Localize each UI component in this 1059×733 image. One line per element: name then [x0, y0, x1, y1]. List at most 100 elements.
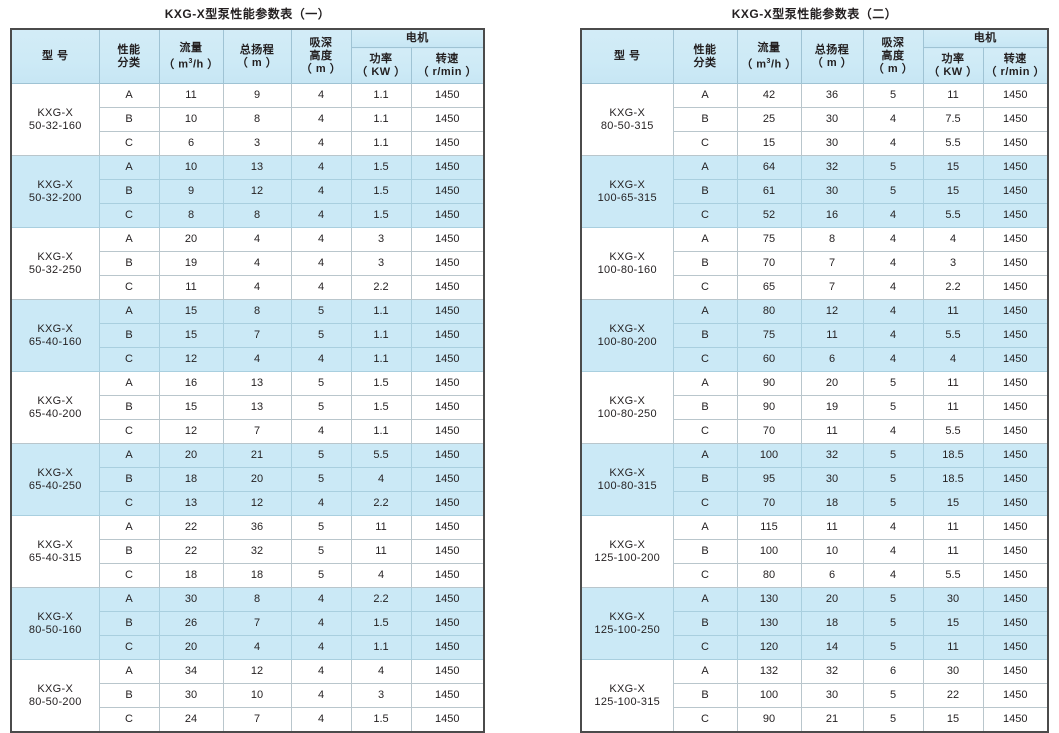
cell-total-head: 9	[222, 83, 292, 108]
cell-total-head: 18	[800, 491, 864, 516]
cell-flow: 18	[158, 563, 224, 588]
cell-total-head: 4	[222, 275, 292, 300]
cell-flow: 130	[736, 587, 802, 612]
flow-unit-exponent: 3	[766, 57, 771, 65]
cell-suction-height: 5	[862, 179, 924, 204]
cell-performance-class: C	[98, 707, 160, 733]
cell-motor-power: 15	[922, 155, 984, 180]
table-row: B 10 8 4 1.1 1450	[11, 107, 485, 132]
model-line2: 125-100-250	[594, 623, 661, 636]
table-title: KXG-X型泵性能参数表（一）	[164, 7, 331, 21]
cell-motor-power: 1.5	[350, 611, 412, 636]
col-header-performance-class: 性能 分类	[98, 28, 160, 84]
table-header: 型 号性能 分类 流量（ m3/h ）总扬程（ m ）吸深 高度（ m ）电机 功率（ …	[10, 28, 485, 84]
cell-flow: 120	[736, 635, 802, 660]
cell-motor-speed: 1450	[410, 611, 485, 636]
cell-motor-speed: 1450	[410, 275, 485, 300]
cell-performance-class: B	[98, 611, 160, 636]
cell-motor-power: 4	[350, 563, 412, 588]
cell-total-head: 4	[222, 227, 292, 252]
cell-suction-height: 5	[290, 395, 352, 420]
header-row-sub: 功率（ KW ）转速（ r/min ）	[581, 47, 1049, 84]
cell-model: KXG-X 80-50-160	[10, 587, 100, 660]
cell-flow: 22	[158, 539, 224, 564]
cell-total-head: 30	[800, 131, 864, 156]
cell-suction-height: 5	[290, 323, 352, 348]
cell-flow: 34	[158, 659, 224, 684]
cell-performance-class: A	[672, 443, 738, 468]
cell-motor-power: 30	[922, 659, 984, 684]
cell-suction-height: 5	[290, 467, 352, 492]
cell-suction-height: 4	[862, 203, 924, 228]
cell-flow: 90	[736, 707, 802, 733]
cell-performance-class: A	[98, 155, 160, 180]
cell-motor-speed: 1450	[410, 251, 485, 276]
cell-motor-power: 15	[922, 179, 984, 204]
cell-performance-class: B	[98, 107, 160, 132]
cell-motor-speed: 1450	[982, 659, 1049, 684]
cell-suction-height: 5	[290, 515, 352, 540]
cell-motor-speed: 1450	[982, 323, 1049, 348]
cell-model: KXG-X 65-40-315	[10, 515, 100, 588]
cell-motor-speed: 1450	[410, 659, 485, 684]
cell-motor-power: 4	[350, 467, 412, 492]
cell-motor-power: 15	[922, 707, 984, 733]
cell-total-head: 4	[222, 347, 292, 372]
cell-model: KXG-X 65-40-160	[10, 299, 100, 372]
cell-performance-class: C	[672, 707, 738, 733]
cell-motor-power: 2.2	[350, 275, 412, 300]
cell-model: KXG-X 100-80-250	[580, 371, 674, 444]
col-header-total-head: 总扬程（ m ）	[222, 28, 292, 84]
cell-performance-class: B	[672, 395, 738, 420]
cell-motor-power: 11	[922, 635, 984, 660]
cell-model: KXG-X 125-100-200	[580, 515, 674, 588]
table-row: KXG-X 100-80-315 A 100 32 5 18.5 1450	[580, 443, 1049, 516]
cell-motor-speed: 1450	[410, 443, 485, 468]
cell-suction-height: 4	[862, 515, 924, 540]
cell-motor-power: 11	[350, 539, 412, 564]
table-row: C 8 8 4 1.5 1450	[11, 203, 485, 228]
cell-suction-height: 5	[862, 491, 924, 516]
cell-suction-height: 4	[290, 611, 352, 636]
cell-total-head: 30	[800, 107, 864, 132]
cell-flow: 13	[158, 491, 224, 516]
cell-flow: 70	[736, 491, 802, 516]
flow-unit: （ m3/h ）	[160, 55, 223, 72]
cell-motor-power: 1.5	[350, 371, 412, 396]
cell-suction-height: 4	[290, 251, 352, 276]
col-header-suction-height: 吸深 高度（ m ）	[290, 28, 352, 84]
cell-performance-class: A	[98, 659, 160, 684]
cell-model: KXG-X 100-65-315	[580, 155, 674, 228]
table-row: B 15 7 5 1.1 1450	[11, 323, 485, 348]
flow-unit-post: /h ）	[770, 58, 797, 71]
cell-flow: 75	[736, 227, 802, 252]
cell-suction-height: 4	[290, 203, 352, 228]
cell-motor-speed: 1450	[982, 539, 1049, 564]
cell-suction-height: 4	[862, 251, 924, 276]
table-row: KXG-X 100-65-315 A 64 32 5 15 1450	[580, 155, 1049, 228]
model-line1: KXG-X	[37, 106, 74, 119]
cell-suction-height: 5	[290, 299, 352, 324]
cell-flow: 65	[736, 275, 802, 300]
cell-flow: 75	[736, 323, 802, 348]
cell-motor-power: 1.5	[350, 155, 412, 180]
cell-model: KXG-X 80-50-200	[10, 659, 100, 733]
cell-total-head: 30	[800, 179, 864, 204]
cell-motor-speed: 1450	[982, 683, 1049, 708]
cell-suction-height: 5	[862, 467, 924, 492]
model-line2: 50-32-160	[28, 119, 82, 132]
cell-suction-height: 5	[862, 155, 924, 180]
cell-total-head: 13	[222, 155, 292, 180]
model-line1: KXG-X	[609, 538, 646, 551]
cell-flow: 20	[158, 443, 224, 468]
cell-total-head: 7	[222, 323, 292, 348]
cell-suction-height: 4	[290, 107, 352, 132]
cell-motor-power: 18.5	[922, 467, 984, 492]
cell-motor-speed: 1450	[982, 203, 1049, 228]
cell-motor-speed: 1450	[410, 371, 485, 396]
total-head-unit: （ m ）	[236, 56, 278, 69]
cell-suction-height: 4	[862, 107, 924, 132]
cell-performance-class: B	[672, 539, 738, 564]
cell-total-head: 4	[222, 251, 292, 276]
cell-flow: 90	[736, 395, 802, 420]
